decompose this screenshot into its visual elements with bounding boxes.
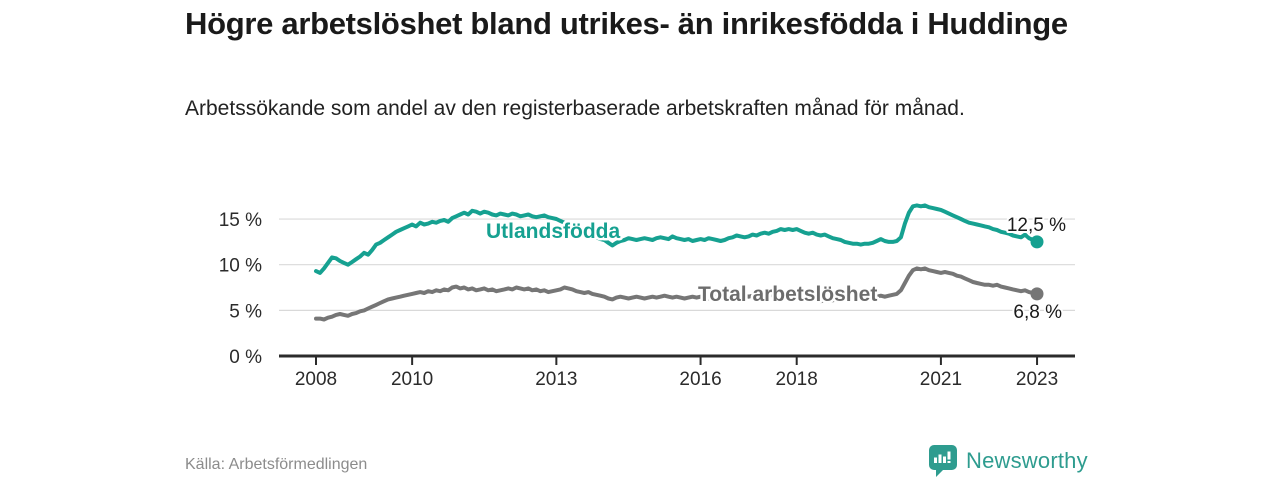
x-axis-tick-label: 2016 [679,369,721,390]
bar-chart-badge-icon [929,445,957,477]
x-axis-tick-label: 2013 [535,369,577,390]
series-label-utlandsfodda: Utlandsfödda [486,220,620,243]
chart-title: Högre arbetslöshet bland utrikes- än inr… [185,6,1068,41]
newsworthy-logo-text: Newsworthy [966,447,1088,473]
y-axis-tick-label: 0 % [229,347,262,368]
series-end-value-utlandsfodda: 12,5 % [1007,215,1066,236]
series-end-dot-total [1030,287,1044,301]
y-axis-tick-label: 5 % [229,301,262,322]
x-axis-tick-label: 2018 [776,369,818,390]
source-note: Källa: Arbetsförmedlingen [185,456,368,473]
series-end-value-total: 6,8 % [1013,302,1062,323]
series-line-total [314,266,1039,322]
x-axis-tick-label: 2008 [295,369,337,390]
series-line-utlandsfodda [314,203,1039,275]
x-axis-tick-label: 2010 [391,369,433,390]
y-axis-tick-label: 15 % [219,210,262,231]
chart-subtitle: Arbetssökande som andel av den registerb… [185,97,965,120]
series-end-dot-utlandsfodda [1030,235,1044,249]
series-label-total: Total arbetslöshet [698,283,877,306]
x-axis-tick-label: 2023 [1016,369,1058,390]
x-axis-tick-label: 2021 [920,369,962,390]
newsworthy-logo: Newsworthy [928,444,1088,477]
y-axis-tick-label: 10 % [219,256,262,277]
